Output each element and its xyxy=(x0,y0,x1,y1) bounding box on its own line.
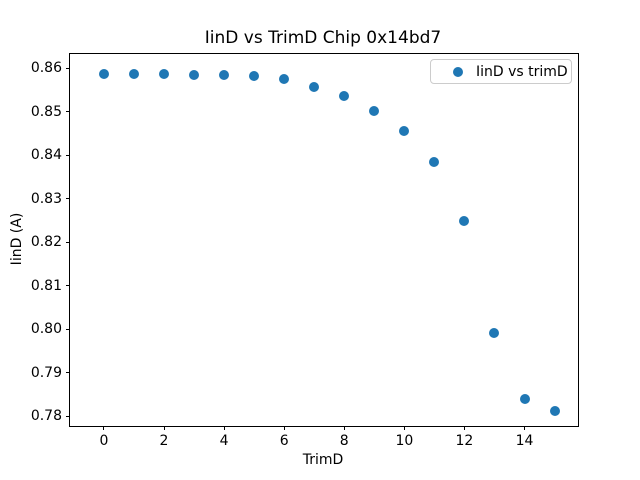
y-tick xyxy=(66,154,70,156)
x-tick xyxy=(163,426,165,430)
data-point xyxy=(489,328,500,339)
y-tick-label: 0.80 xyxy=(30,321,62,338)
x-tick xyxy=(343,426,345,430)
x-tick-label: 6 xyxy=(279,433,289,449)
legend-marker-icon xyxy=(453,66,463,77)
y-tick xyxy=(66,415,70,417)
y-tick xyxy=(66,285,70,287)
x-tick-label: 0 xyxy=(99,433,109,449)
data-point xyxy=(309,82,320,93)
legend: IinD vs trimD xyxy=(430,59,572,84)
x-tick-label: 12 xyxy=(455,433,474,449)
data-point xyxy=(219,69,230,80)
y-tick-label: 0.82 xyxy=(30,234,62,251)
x-tick xyxy=(403,426,405,430)
x-tick xyxy=(103,426,105,430)
x-tick xyxy=(223,426,225,430)
data-point xyxy=(128,69,139,79)
x-tick-label: 2 xyxy=(159,433,169,449)
x-tick-label: 8 xyxy=(339,433,349,449)
data-point xyxy=(399,126,410,137)
data-point xyxy=(159,69,170,79)
data-point xyxy=(459,216,470,227)
data-point xyxy=(98,69,109,79)
y-tick-label: 0.81 xyxy=(30,277,62,294)
x-tick-label: 4 xyxy=(219,433,229,449)
y-tick-label: 0.83 xyxy=(30,190,62,207)
data-point xyxy=(279,74,290,85)
chart-title: IinD vs TrimD Chip 0x14bd7 xyxy=(204,28,442,48)
y-tick-label: 0.86 xyxy=(30,60,62,77)
y-tick-label: 0.78 xyxy=(30,408,62,425)
data-point xyxy=(549,405,560,416)
y-tick xyxy=(66,111,70,113)
x-tick-label: 14 xyxy=(515,433,534,449)
data-point xyxy=(249,71,260,82)
y-tick-label: 0.84 xyxy=(30,147,62,164)
x-tick xyxy=(283,426,285,430)
legend-label: IinD vs trimD xyxy=(476,63,568,80)
y-tick xyxy=(66,328,70,330)
y-tick-label: 0.85 xyxy=(30,103,62,120)
y-tick xyxy=(66,372,70,374)
x-tick xyxy=(463,426,465,430)
data-point xyxy=(519,393,530,404)
x-tick xyxy=(524,426,526,430)
y-tick xyxy=(66,241,70,243)
data-point xyxy=(369,105,380,116)
x-tick-label: 10 xyxy=(395,433,414,449)
data-point xyxy=(429,157,440,168)
y-axis-label: IinD (A) xyxy=(9,212,25,266)
y-tick xyxy=(66,67,70,69)
plot-area: IinD vs trimD 0 2 4 6 8 10 12 14 0.78 0.79 0.80 0.8… xyxy=(31,53,579,449)
y-tick xyxy=(66,198,70,200)
y-tick-label: 0.79 xyxy=(30,364,62,381)
x-axis-label: TrimD xyxy=(302,452,344,468)
data-point xyxy=(189,69,200,80)
data-point xyxy=(339,91,350,102)
